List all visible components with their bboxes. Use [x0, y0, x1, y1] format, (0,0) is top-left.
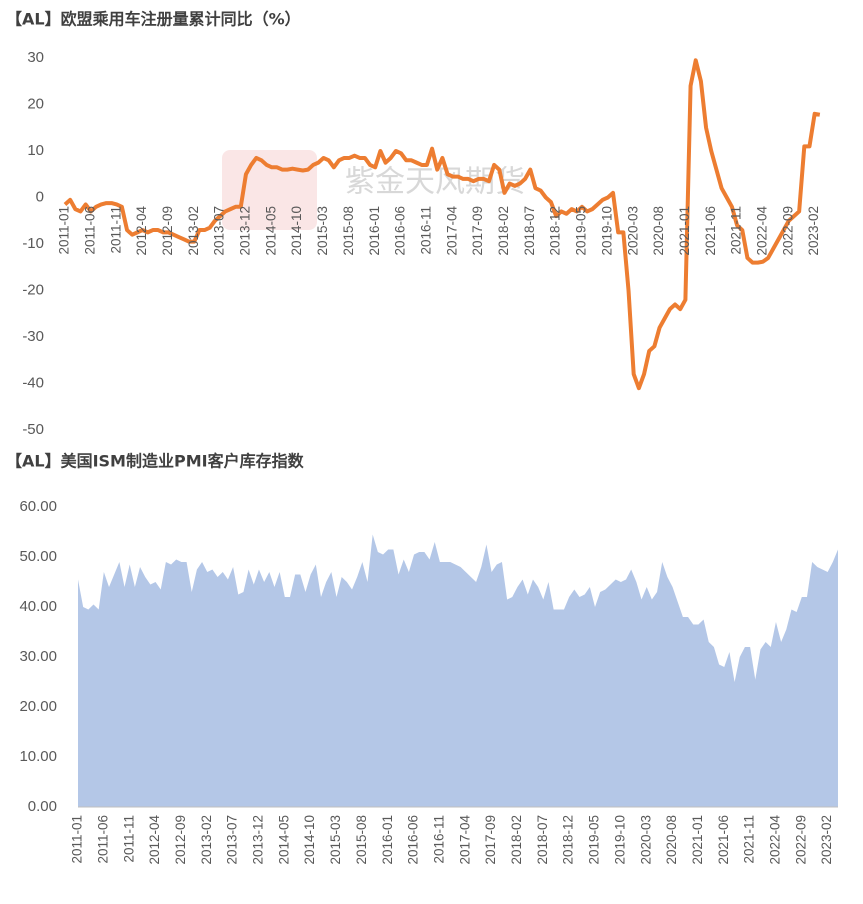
x-tick-label: 2012-04	[134, 206, 149, 256]
y-tick-label: 20.00	[19, 698, 57, 715]
x-tick-label: 2020-08	[664, 815, 679, 865]
x-tick-label: 2016-11	[418, 206, 433, 255]
x-tick-label: 2012-09	[173, 815, 188, 865]
x-tick-label: 2015-08	[341, 206, 356, 256]
x-tick-label: 2021-01	[677, 206, 692, 256]
x-tick-label: 2014-10	[289, 206, 304, 256]
y-tick-label: 10	[27, 142, 44, 159]
watermark: 紫金天风期货	[345, 165, 525, 200]
x-tick-label: 2023-02	[806, 206, 821, 256]
x-tick-label: 2014-05	[276, 815, 291, 865]
x-tick-label: 2018-12	[561, 815, 576, 865]
x-tick-label: 2019-10	[612, 815, 627, 865]
x-tick-label: 2016-06	[393, 206, 408, 256]
y-tick-label: 40.00	[19, 598, 57, 615]
x-tick-label: 2019-05	[587, 815, 602, 865]
x-tick-label: 2016-01	[367, 206, 382, 256]
x-tick-label: 2020-08	[651, 206, 666, 256]
y-tick-label: -10	[22, 235, 44, 252]
y-tick-label: 50.00	[19, 548, 57, 565]
x-tick-label: 2022-09	[793, 815, 808, 865]
x-tick-label: 2016-11	[431, 815, 446, 864]
x-tick-label: 2021-01	[690, 815, 705, 865]
data-area	[78, 534, 838, 807]
x-tick-label: 2013-07	[212, 206, 227, 256]
x-tick-label: 2017-04	[444, 206, 459, 256]
x-tick-label: 2013-07	[225, 815, 240, 865]
x-tick-label: 2019-05	[574, 206, 589, 256]
y-tick-label: 30.00	[19, 648, 57, 665]
x-tick-label: 2017-09	[483, 815, 498, 865]
y-tick-label: -50	[22, 421, 44, 438]
y-tick-label: 0	[36, 188, 44, 205]
x-tick-label: 2021-06	[703, 206, 718, 256]
x-tick-label: 2011-11	[108, 206, 123, 254]
x-tick-label: 2023-02	[819, 815, 834, 865]
y-tick-label: 20	[27, 95, 44, 112]
x-tick-label: 2013-12	[251, 815, 266, 865]
x-tick-label: 2022-04	[768, 815, 783, 865]
x-tick-label: 2019-10	[599, 206, 614, 256]
x-tick-label: 2015-08	[354, 815, 369, 865]
y-tick-label: 10.00	[19, 748, 57, 765]
x-tick-label: 2013-12	[238, 206, 253, 256]
x-tick-label: 2015-03	[315, 206, 330, 256]
x-tick-label: 2011-06	[82, 206, 97, 255]
x-tick-label: 2012-04	[147, 815, 162, 865]
y-tick-label: 0.00	[28, 798, 57, 815]
x-tick-label: 2017-09	[470, 206, 485, 256]
y-tick-label: -20	[22, 281, 44, 298]
x-tick-label: 2014-05	[263, 206, 278, 256]
chart-title: 【AL】美国ISM制造业PMI客户库存指数	[6, 452, 305, 471]
x-tick-label: 2021-11	[729, 206, 744, 255]
x-tick-label: 2011-11	[121, 815, 136, 863]
x-tick-label: 2022-04	[755, 206, 770, 256]
chart-title: 【AL】欧盟乘用车注册量累计同比（%）	[6, 10, 301, 29]
x-tick-label: 2018-07	[535, 815, 550, 865]
x-tick-label: 2011-01	[70, 815, 85, 864]
x-tick-label: 2011-06	[95, 815, 110, 864]
x-tick-label: 2021-11	[742, 815, 757, 864]
x-tick-label: 2014-10	[302, 815, 317, 865]
x-tick-label: 2016-01	[380, 815, 395, 865]
x-tick-label: 2018-02	[496, 206, 511, 256]
y-tick-label: -40	[22, 374, 44, 391]
x-tick-label: 2011-01	[57, 206, 72, 255]
data-line	[63, 58, 821, 391]
y-tick-label: -30	[22, 328, 44, 345]
y-tick-label: 60.00	[19, 498, 57, 515]
x-tick-label: 2013-02	[199, 815, 214, 865]
y-tick-label: 30	[27, 49, 44, 66]
x-tick-label: 2018-12	[548, 206, 563, 256]
x-tick-label: 2020-03	[625, 206, 640, 256]
x-tick-label: 2013-02	[186, 206, 201, 256]
x-tick-label: 2021-06	[716, 815, 731, 865]
x-tick-label: 2020-03	[638, 815, 653, 865]
x-tick-label: 2016-06	[406, 815, 421, 865]
x-tick-label: 2012-09	[160, 206, 175, 256]
x-tick-label: 2022-09	[780, 206, 795, 256]
x-tick-label: 2018-07	[522, 206, 537, 256]
x-tick-label: 2018-02	[509, 815, 524, 865]
x-tick-label: 2017-04	[457, 815, 472, 865]
x-tick-label: 2015-03	[328, 815, 343, 865]
